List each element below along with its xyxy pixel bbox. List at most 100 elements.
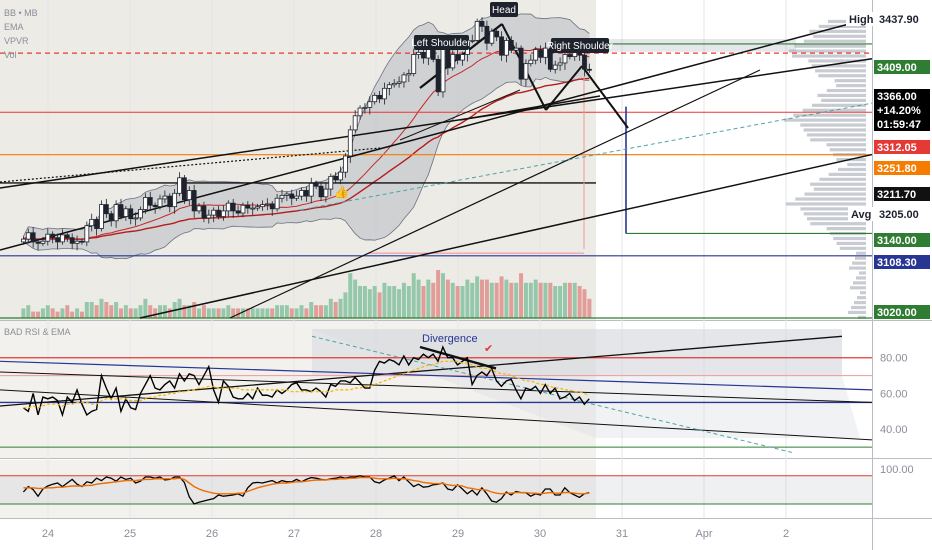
candle-body	[386, 84, 392, 89]
rsi-box	[312, 329, 842, 376]
price-label-bg	[846, 12, 874, 26]
candle-body	[123, 208, 129, 217]
bb-basis	[23, 47, 590, 241]
volume-bar	[499, 276, 504, 318]
volume-bar	[123, 305, 128, 318]
volume-bar	[553, 286, 558, 318]
channel-lower	[139, 153, 873, 319]
price-label: 3437.90	[879, 14, 919, 26]
price-label-bg	[874, 117, 930, 131]
candle-body	[469, 40, 475, 42]
volume-bar	[504, 279, 509, 318]
vpvr-row	[818, 74, 866, 78]
ema-line	[23, 77, 590, 240]
vpvr-row	[811, 103, 866, 107]
candle-body	[113, 204, 119, 222]
osc-history-shade	[0, 460, 596, 518]
volume-bar	[99, 298, 104, 318]
candle-body	[99, 204, 104, 229]
candle-body	[45, 233, 51, 242]
candle-body	[338, 171, 343, 181]
vpvr-row	[810, 138, 866, 142]
x-tick-label: 26	[206, 528, 218, 540]
price-label-bg	[874, 305, 930, 319]
volume-bar	[587, 298, 592, 318]
candle-body	[230, 202, 236, 212]
vpvr-row	[793, 113, 866, 117]
candle-body	[250, 207, 256, 210]
legend-ema[interactable]: EMA	[4, 22, 24, 32]
vpvr-row	[826, 88, 866, 93]
volume-bar	[216, 308, 221, 318]
legend-vpvr[interactable]: VPVR	[4, 36, 29, 46]
candle-body	[103, 204, 109, 215]
volume-bar	[445, 279, 450, 318]
volume-bar	[460, 286, 465, 318]
candle-body	[313, 183, 319, 187]
volume-bar	[197, 308, 202, 318]
candle-body	[372, 94, 378, 103]
candle-body	[396, 81, 402, 84]
vpvr-row	[821, 98, 866, 102]
legend-vol[interactable]: Vol	[4, 50, 17, 60]
candle-body	[128, 208, 134, 220]
right-shoulder-drop	[581, 65, 629, 129]
candle-body	[186, 190, 192, 201]
price-label: 3108.30	[877, 257, 917, 269]
candle-body	[196, 205, 202, 212]
volume-bar	[289, 308, 294, 318]
vpvr-row	[792, 54, 866, 58]
candle-body	[455, 54, 461, 61]
candle-body	[177, 177, 182, 194]
volume-bar	[104, 302, 109, 318]
vpvr-row	[854, 301, 866, 305]
volume-bar	[577, 286, 582, 318]
volume-bar	[528, 282, 533, 318]
volume-bar	[114, 302, 119, 318]
annotation-left-shoulder-label: Left Shoulder	[411, 38, 471, 49]
candle-body	[79, 240, 85, 243]
checkmark-icon: ✔	[484, 342, 493, 355]
volume-bar	[358, 286, 363, 318]
candle-body	[25, 232, 31, 240]
candle-body	[318, 185, 324, 198]
volume-bar	[323, 305, 328, 318]
x-tick-label: 24	[42, 528, 54, 540]
volume-bar	[333, 302, 338, 318]
volume-bar	[26, 305, 31, 318]
rsi-trend-blue	[0, 360, 873, 391]
candle-body	[552, 64, 558, 70]
candle-body	[157, 198, 163, 208]
volume-bar	[450, 282, 455, 318]
vpvr-row	[800, 207, 866, 211]
candle-body	[562, 54, 568, 64]
candlesticks	[20, 17, 592, 251]
candle-body	[362, 106, 368, 109]
volume-bar	[128, 308, 133, 318]
price-label: 3409.00	[877, 62, 917, 74]
price-label-bg	[874, 161, 930, 175]
vpvr-row	[803, 128, 866, 132]
legend-bb[interactable]: BB • MB	[4, 8, 38, 18]
legend-rsi[interactable]: BAD RSI & EMA	[4, 327, 71, 337]
candle-body	[499, 36, 504, 56]
volume-bar	[348, 273, 353, 318]
neckline	[459, 95, 601, 121]
candle-body	[20, 238, 26, 243]
candle-body	[401, 74, 407, 83]
vpvr-row	[804, 192, 866, 196]
candle-body	[138, 209, 143, 219]
vpvr-row	[850, 286, 866, 290]
x-tick-label: 30	[534, 528, 546, 540]
vpvr-row	[849, 266, 866, 270]
price-label: 01:59:47	[877, 119, 921, 131]
volume-bar	[299, 305, 304, 318]
candle-body	[255, 206, 260, 209]
vpvr-row	[860, 291, 866, 295]
volume-bar	[338, 298, 343, 318]
annotation-divergence: Divergence	[422, 333, 478, 345]
volume-bar	[401, 282, 406, 318]
volume-bar	[192, 302, 197, 318]
candle-body	[479, 20, 485, 27]
